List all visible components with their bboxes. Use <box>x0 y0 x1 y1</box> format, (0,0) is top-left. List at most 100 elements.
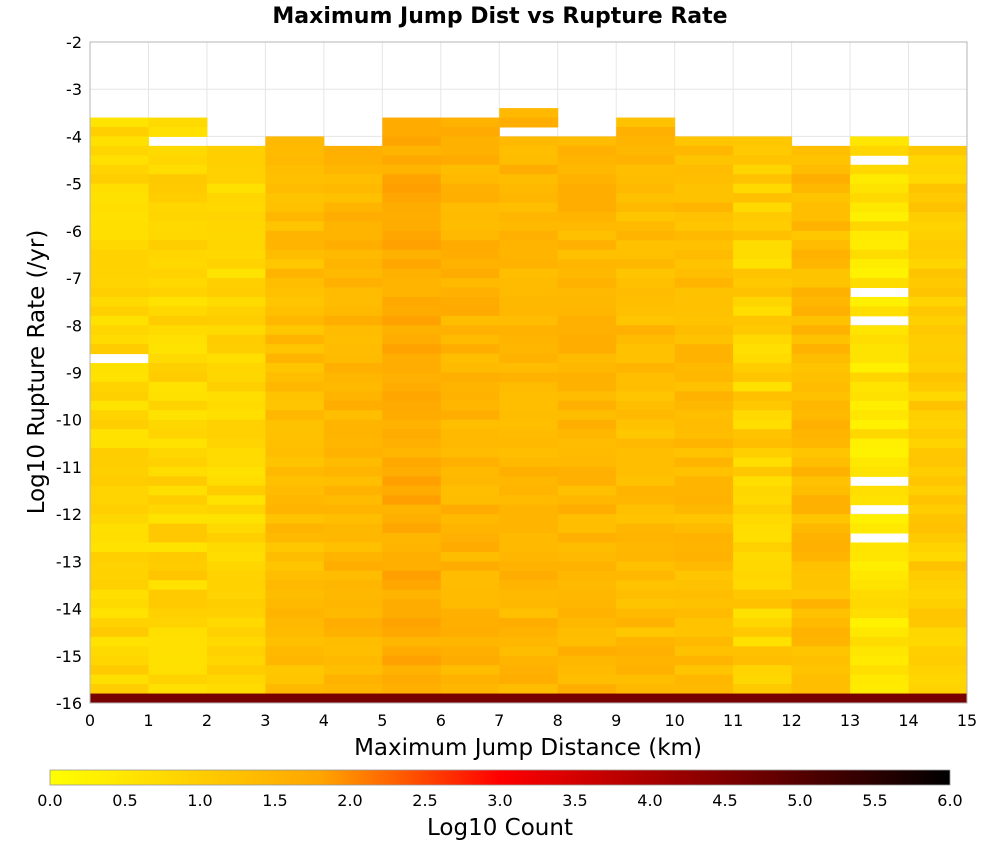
heatmap-cell <box>265 334 325 345</box>
heatmap-cell <box>90 608 149 619</box>
heatmap-cell <box>908 618 968 628</box>
heatmap-cell <box>323 391 383 402</box>
heatmap-cell <box>148 145 208 156</box>
heatmap-cell <box>616 523 676 534</box>
heatmap-cell <box>557 372 617 383</box>
heatmap-cell <box>440 353 500 364</box>
colorbar-tick-labels: 0.0 0.5 1.0 1.5 2.0 2.5 3.0 3.5 4.0 4.5 5.0 5.5 6.0 <box>37 791 962 810</box>
heatmap-cell <box>382 589 442 600</box>
heatmap-cell <box>616 589 676 600</box>
heatmap-cell <box>382 363 442 373</box>
heatmap-cell <box>908 589 968 600</box>
heatmap-cell <box>674 296 734 307</box>
heatmap-cell <box>440 249 500 260</box>
heatmap-cell <box>265 476 325 487</box>
heatmap-cell <box>850 136 910 147</box>
heatmap-cell <box>674 599 734 610</box>
heatmap-cell <box>616 334 676 345</box>
heatmap-cell <box>440 381 500 392</box>
heatmap-cell <box>90 627 149 638</box>
heatmap-cell <box>206 240 266 251</box>
heatmap-cell <box>674 495 734 506</box>
heatmap-cell <box>148 514 208 525</box>
heatmap-cell <box>908 646 968 657</box>
heatmap-cell <box>499 202 559 213</box>
heatmap-cell <box>733 391 793 402</box>
heatmap-cell <box>90 296 149 307</box>
heatmap-cell <box>206 466 266 477</box>
heatmap-cell <box>557 542 617 553</box>
heatmap-cell <box>791 646 851 657</box>
heatmap-cell <box>791 589 851 600</box>
heatmap-cell <box>440 334 500 345</box>
heatmap-cell <box>791 655 851 666</box>
heatmap-cell <box>499 580 559 591</box>
heatmap-cell <box>90 363 149 373</box>
heatmap-cell <box>791 457 851 468</box>
heatmap-cell <box>440 211 500 222</box>
heatmap-cell <box>674 240 734 251</box>
heatmap-cell <box>557 618 617 628</box>
heatmap-cell <box>440 674 500 685</box>
heatmap-cell <box>791 183 851 194</box>
heatmap-cell <box>791 608 851 619</box>
heatmap-cell <box>382 334 442 345</box>
heatmap-cell <box>90 618 149 628</box>
heatmap-cell <box>265 315 325 326</box>
heatmap-cell <box>616 259 676 270</box>
heatmap-cell <box>733 145 793 156</box>
heatmap-cell <box>557 589 617 600</box>
heatmap-cell <box>616 372 676 383</box>
heatmap-cell <box>850 419 910 430</box>
heatmap-cell <box>791 580 851 591</box>
heatmap-cell <box>382 296 442 307</box>
heatmap-cell <box>90 410 149 421</box>
heatmap-cell <box>733 306 793 317</box>
heatmap-cell <box>440 306 500 317</box>
heatmap-cell <box>908 627 968 638</box>
heatmap-cell <box>908 344 968 355</box>
heatmap-cell <box>557 259 617 270</box>
heatmap-cell <box>733 296 793 307</box>
heatmap-cell <box>382 287 442 298</box>
heatmap-cell <box>850 268 910 279</box>
heatmap-cell <box>90 580 149 591</box>
heatmap-cell <box>616 296 676 307</box>
heatmap-cell <box>791 400 851 411</box>
heatmap-cell <box>206 363 266 373</box>
heatmap-cell <box>908 164 968 175</box>
heatmap-cell <box>206 202 266 213</box>
heatmap-cell <box>265 155 325 166</box>
heatmap-cell <box>674 259 734 270</box>
heatmap-cell <box>733 211 793 222</box>
y-tick-label: -3 <box>66 80 82 99</box>
heatmap-cell <box>616 174 676 185</box>
heatmap-cell <box>674 514 734 525</box>
heatmap-cell <box>206 457 266 468</box>
heatmap-cell <box>323 476 383 487</box>
heatmap-cell <box>265 466 325 477</box>
heatmap-cell <box>90 278 149 289</box>
heatmap-cell <box>674 211 734 222</box>
heatmap-cell <box>616 684 676 695</box>
heatmap-cell <box>206 164 266 175</box>
heatmap-cell <box>908 495 968 506</box>
heatmap-cell <box>791 466 851 477</box>
colorbar-tick-label: 6.0 <box>937 791 962 810</box>
heatmap-cell <box>323 627 383 638</box>
heatmap-cell <box>674 627 734 638</box>
heatmap-cell <box>674 145 734 156</box>
heatmap-cell <box>499 551 559 562</box>
heatmap-cell <box>557 646 617 657</box>
heatmap-cell <box>499 136 559 147</box>
heatmap-cell <box>674 164 734 175</box>
heatmap-cell <box>148 211 208 222</box>
heatmap-cell <box>206 684 266 695</box>
heatmap-cell <box>90 514 149 525</box>
heatmap-cell <box>557 580 617 591</box>
heatmap-cell <box>499 381 559 392</box>
heatmap-cell <box>733 353 793 364</box>
heatmap-cell <box>323 164 383 175</box>
heatmap-cell <box>616 211 676 222</box>
heatmap-cell <box>265 287 325 298</box>
